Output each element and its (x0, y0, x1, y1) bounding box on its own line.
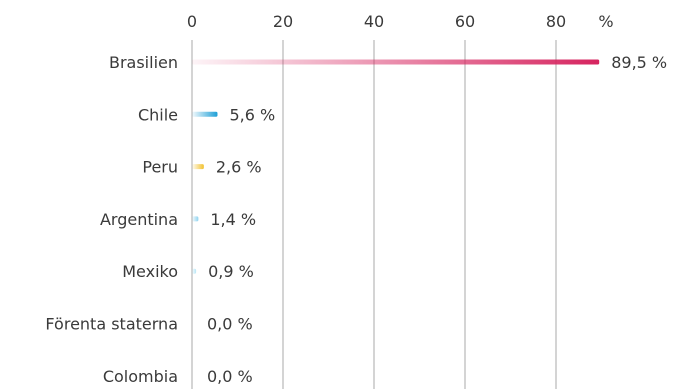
bar (192, 164, 204, 170)
x-tick-label: 60 (455, 12, 475, 31)
category-label: Förenta staterna (45, 315, 178, 334)
data-label: 89,5 % (611, 53, 667, 72)
data-label: 0,0 % (207, 315, 253, 334)
x-tick-label: 0 (187, 12, 197, 31)
x-tick-label: 20 (273, 12, 293, 31)
category-label: Chile (138, 105, 178, 124)
x-tick-label: 40 (364, 12, 384, 31)
category-label: Colombia (103, 367, 178, 386)
category-label: Argentina (100, 210, 178, 229)
x-tick-label: 80 (546, 12, 566, 31)
category-label: Brasilien (109, 53, 178, 72)
bar (192, 268, 197, 274)
category-label: Peru (142, 158, 178, 177)
category-label: Mexiko (122, 262, 178, 281)
x-unit-label: % (598, 12, 613, 31)
bar (192, 111, 218, 117)
x-axis: 0 20 40 60 80 (187, 12, 566, 31)
data-label: 5,6 % (229, 105, 275, 124)
data-label: 0,0 % (207, 367, 253, 386)
grid-layer (191, 40, 557, 389)
bar (192, 59, 600, 65)
data-label: 2,6 % (216, 158, 262, 177)
data-label: 1,4 % (210, 210, 256, 229)
bar (192, 216, 199, 222)
data-label: 0,9 % (208, 262, 254, 281)
bars: Brasilien 89,5 % Chile 5,6 % Peru 2,6 % Argent… (45, 53, 667, 386)
